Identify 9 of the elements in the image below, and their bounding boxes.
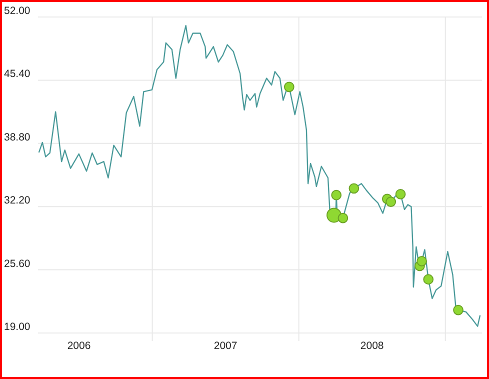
y-tick-label: 25.60 [4,258,30,270]
y-tick-label: 38.80 [4,131,30,144]
x-tick-label: 2007 [214,340,238,352]
x-tick-label: 2006 [67,340,91,352]
x-tick-label: 2008 [360,340,384,352]
y-tick-label: 45.40 [4,68,30,80]
y-tick-label: 19.00 [4,321,30,333]
y-tick-label: 52.00 [4,5,30,17]
y-tick-label: 32.20 [4,194,30,207]
